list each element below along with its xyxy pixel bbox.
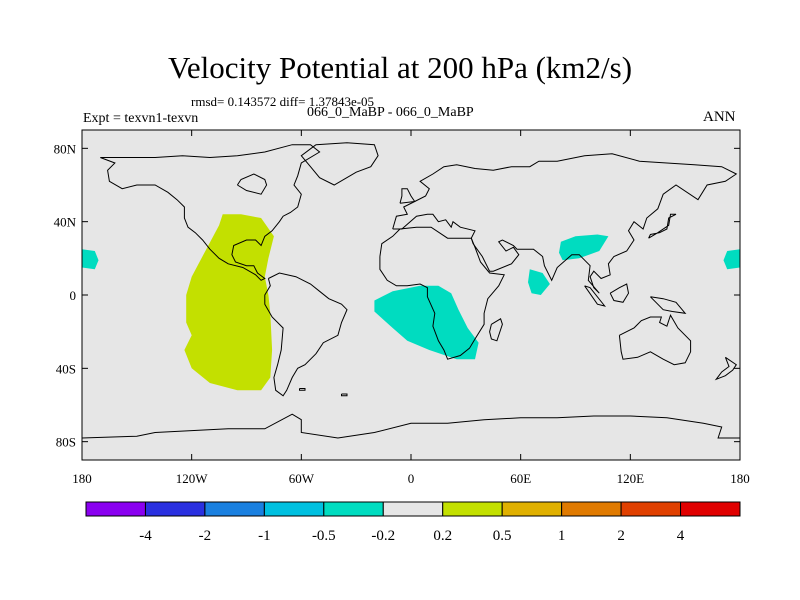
season-label: ANN: [703, 109, 736, 125]
negative-anomaly-africa-atlantic: [374, 285, 479, 360]
colorbar-label: 1: [558, 528, 566, 544]
x-tick-label: 120W: [176, 471, 209, 486]
negative-anomaly-east-asia: [559, 234, 609, 261]
new-guinea-coast: [650, 296, 687, 314]
colorbar-label: 0.2: [433, 528, 452, 544]
y-tick-label: 0: [70, 288, 77, 303]
colorbar-swatch: [144, 501, 206, 517]
colorbar-label: 0.5: [493, 528, 512, 544]
negative-anomaly-dateline-east: [723, 249, 740, 270]
colorbar-label: 4: [677, 528, 685, 544]
colorbar-swatch: [561, 501, 622, 517]
new-zealand-coast: [714, 356, 737, 381]
colorbar-swatch: [263, 501, 325, 517]
anomaly-fills: [82, 214, 740, 391]
x-tick-label: 60E: [510, 471, 531, 486]
colorbar-label: -1: [258, 528, 271, 544]
madagascar-coast: [489, 318, 503, 342]
hudson-bay-coast: [236, 173, 268, 195]
colorbar-swatch: [680, 501, 741, 517]
rmsd-diff-stats: rmsd= 0.143572 diff= 1.37843e-05: [191, 94, 375, 109]
y-tick-label: 40S: [56, 361, 76, 376]
colorbar-swatch: [501, 501, 563, 517]
north-america-coast: [100, 144, 321, 281]
great-britain-coast: [399, 188, 416, 204]
colorbar-swatch: [85, 501, 146, 517]
negative-anomaly-dateline-west: [82, 249, 99, 270]
sumatra-coast: [584, 285, 607, 307]
colorbar-swatch: [382, 501, 444, 517]
map-title: Velocity Potential at 200 hPa (km2/s): [167, 50, 633, 85]
colorbar-label: -0.2: [371, 528, 395, 544]
borneo-coast: [609, 283, 630, 303]
positive-anomaly-eastern-pacific: [184, 214, 274, 391]
eurasia-coast: [392, 153, 738, 294]
experiment-label: Expt = texvn1-texvn: [83, 111, 199, 126]
x-tick-label: 120E: [617, 471, 645, 486]
colorbar-label: 2: [617, 528, 625, 544]
y-tick-label: 40N: [54, 215, 77, 230]
colorbar-swatch: [323, 501, 384, 517]
colorbar-label: -4: [139, 528, 152, 544]
antarctica-coast: [82, 413, 740, 439]
greenland-coast: [300, 142, 379, 186]
y-tick-label: 80S: [56, 435, 76, 450]
coastlines: [82, 142, 740, 439]
x-tick-label: 60W: [289, 471, 315, 486]
colorbar-label: -2: [199, 528, 212, 544]
colorbar: -4 -2 -1 -0.5 -0.2 0.2 0.5 1 2 4: [85, 501, 741, 544]
colorbar-swatch: [620, 501, 682, 517]
south-america-coast: [264, 272, 348, 397]
axis-ticks: 180 120W 60W 0 60E 120E 180 80N 40N 0 40S 80S: [54, 130, 750, 486]
south-georgia-coast: [341, 393, 348, 397]
australia-coast: [618, 313, 692, 366]
x-tick-label: 0: [408, 471, 415, 486]
x-tick-label: 180: [730, 471, 750, 486]
case-names-label: 066_0_MaBP - 066_0_MaBP: [307, 105, 474, 120]
colorbar-swatch: [204, 501, 265, 517]
falkland-islands-coast: [299, 388, 306, 391]
y-tick-label: 80N: [54, 141, 77, 156]
negative-anomaly-arabian-sea: [528, 269, 550, 295]
japan-coast: [648, 213, 677, 239]
africa-coast: [379, 226, 505, 360]
colorbar-swatch: [442, 501, 503, 517]
x-tick-label: 180: [72, 471, 92, 486]
colorbar-label: -0.5: [312, 528, 336, 544]
